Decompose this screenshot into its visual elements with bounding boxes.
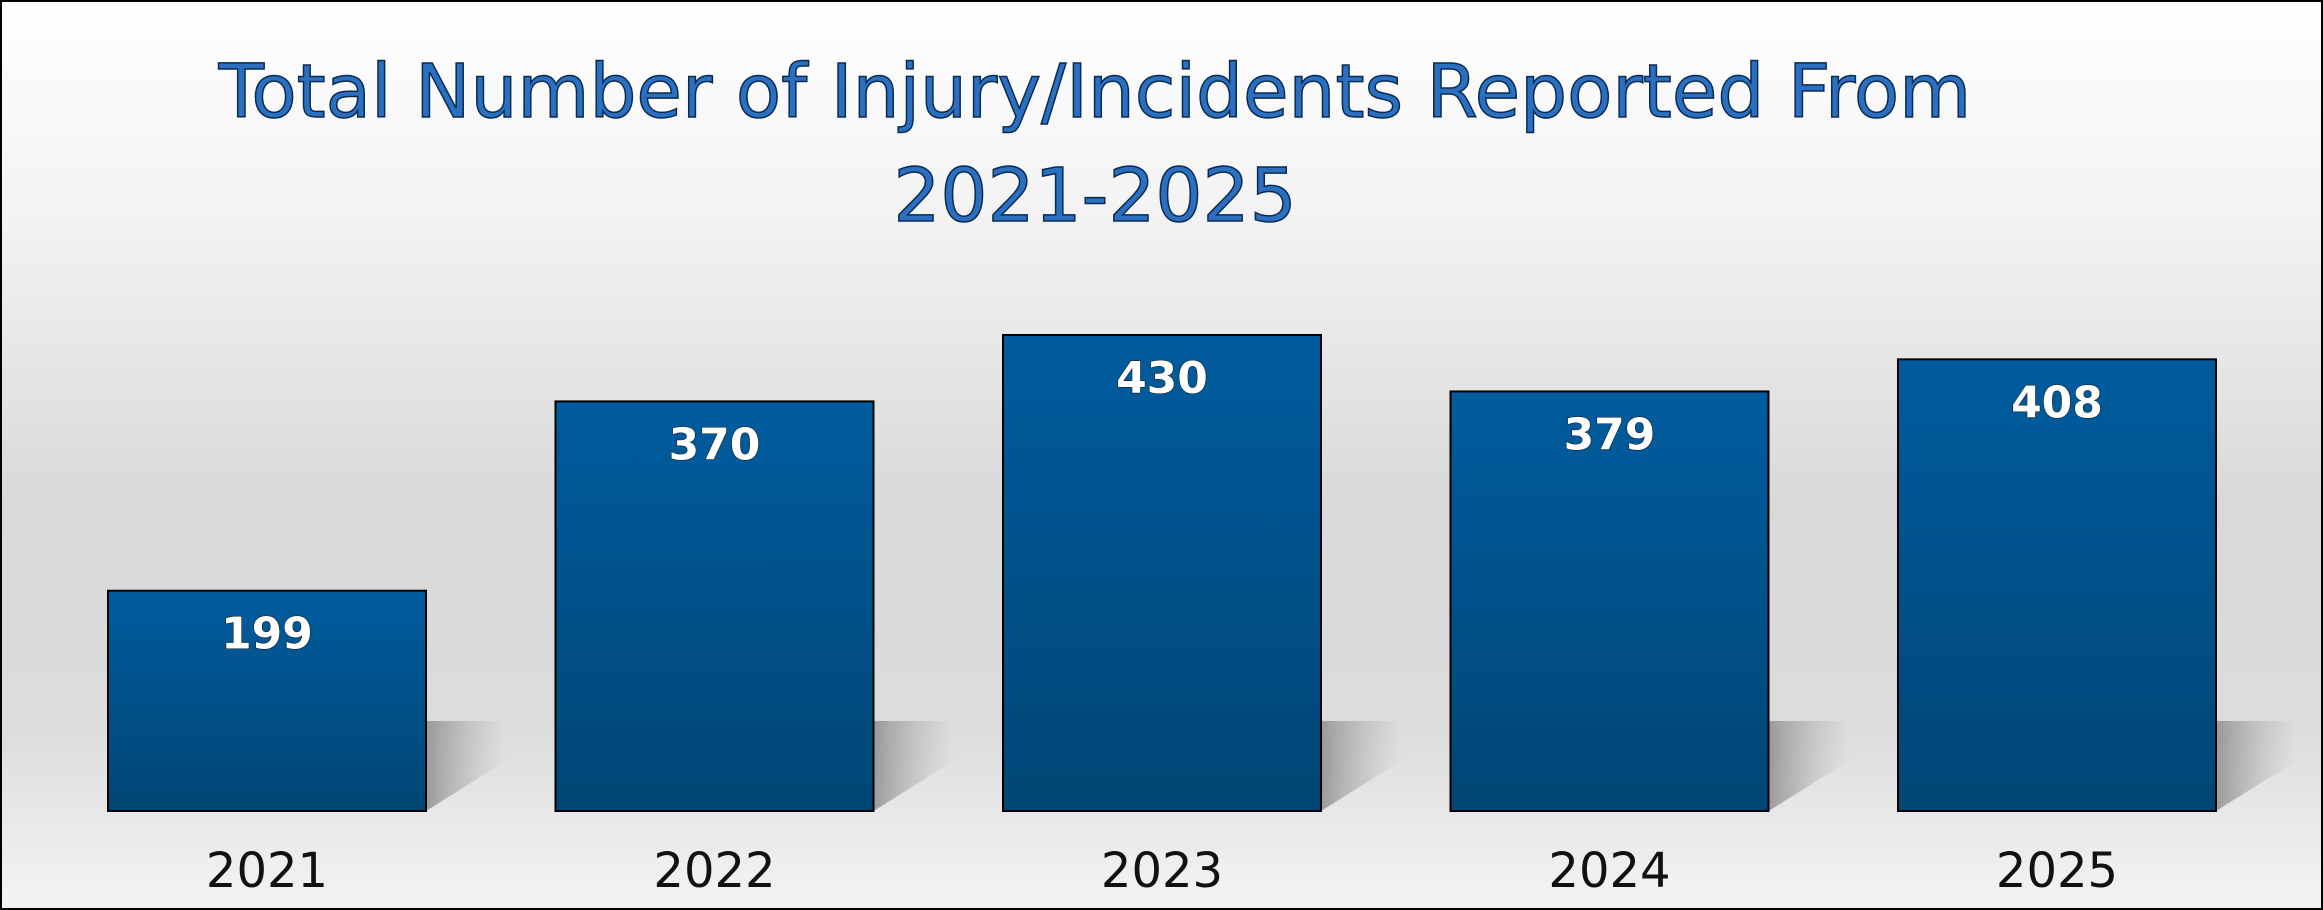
x-tick-label: 2025 [1996, 843, 2118, 899]
value-label: 408 [2011, 377, 2103, 428]
bar-shadow [873, 721, 954, 811]
bar [554, 400, 875, 812]
bar-shadow [1321, 721, 1401, 811]
value-label: 370 [669, 419, 761, 470]
x-tick-label: 2022 [653, 843, 775, 899]
value-label: 199 [221, 609, 313, 660]
x-tick-label: 2021 [206, 843, 328, 899]
chart-title: Total Number of Injury/Incidents Reporte… [218, 48, 1972, 240]
bar [107, 589, 427, 812]
bar [1897, 358, 2217, 812]
bar [1002, 334, 1322, 812]
x-tick-label: 2024 [1548, 843, 1670, 899]
x-tick-label: 2023 [1101, 843, 1223, 899]
bar-shadow [426, 721, 506, 811]
value-label: 430 [1116, 353, 1208, 404]
bar-shadow [1768, 721, 1849, 811]
bar [1449, 390, 1770, 812]
bar-shadow [2216, 721, 2296, 811]
value-label: 379 [1564, 409, 1656, 460]
